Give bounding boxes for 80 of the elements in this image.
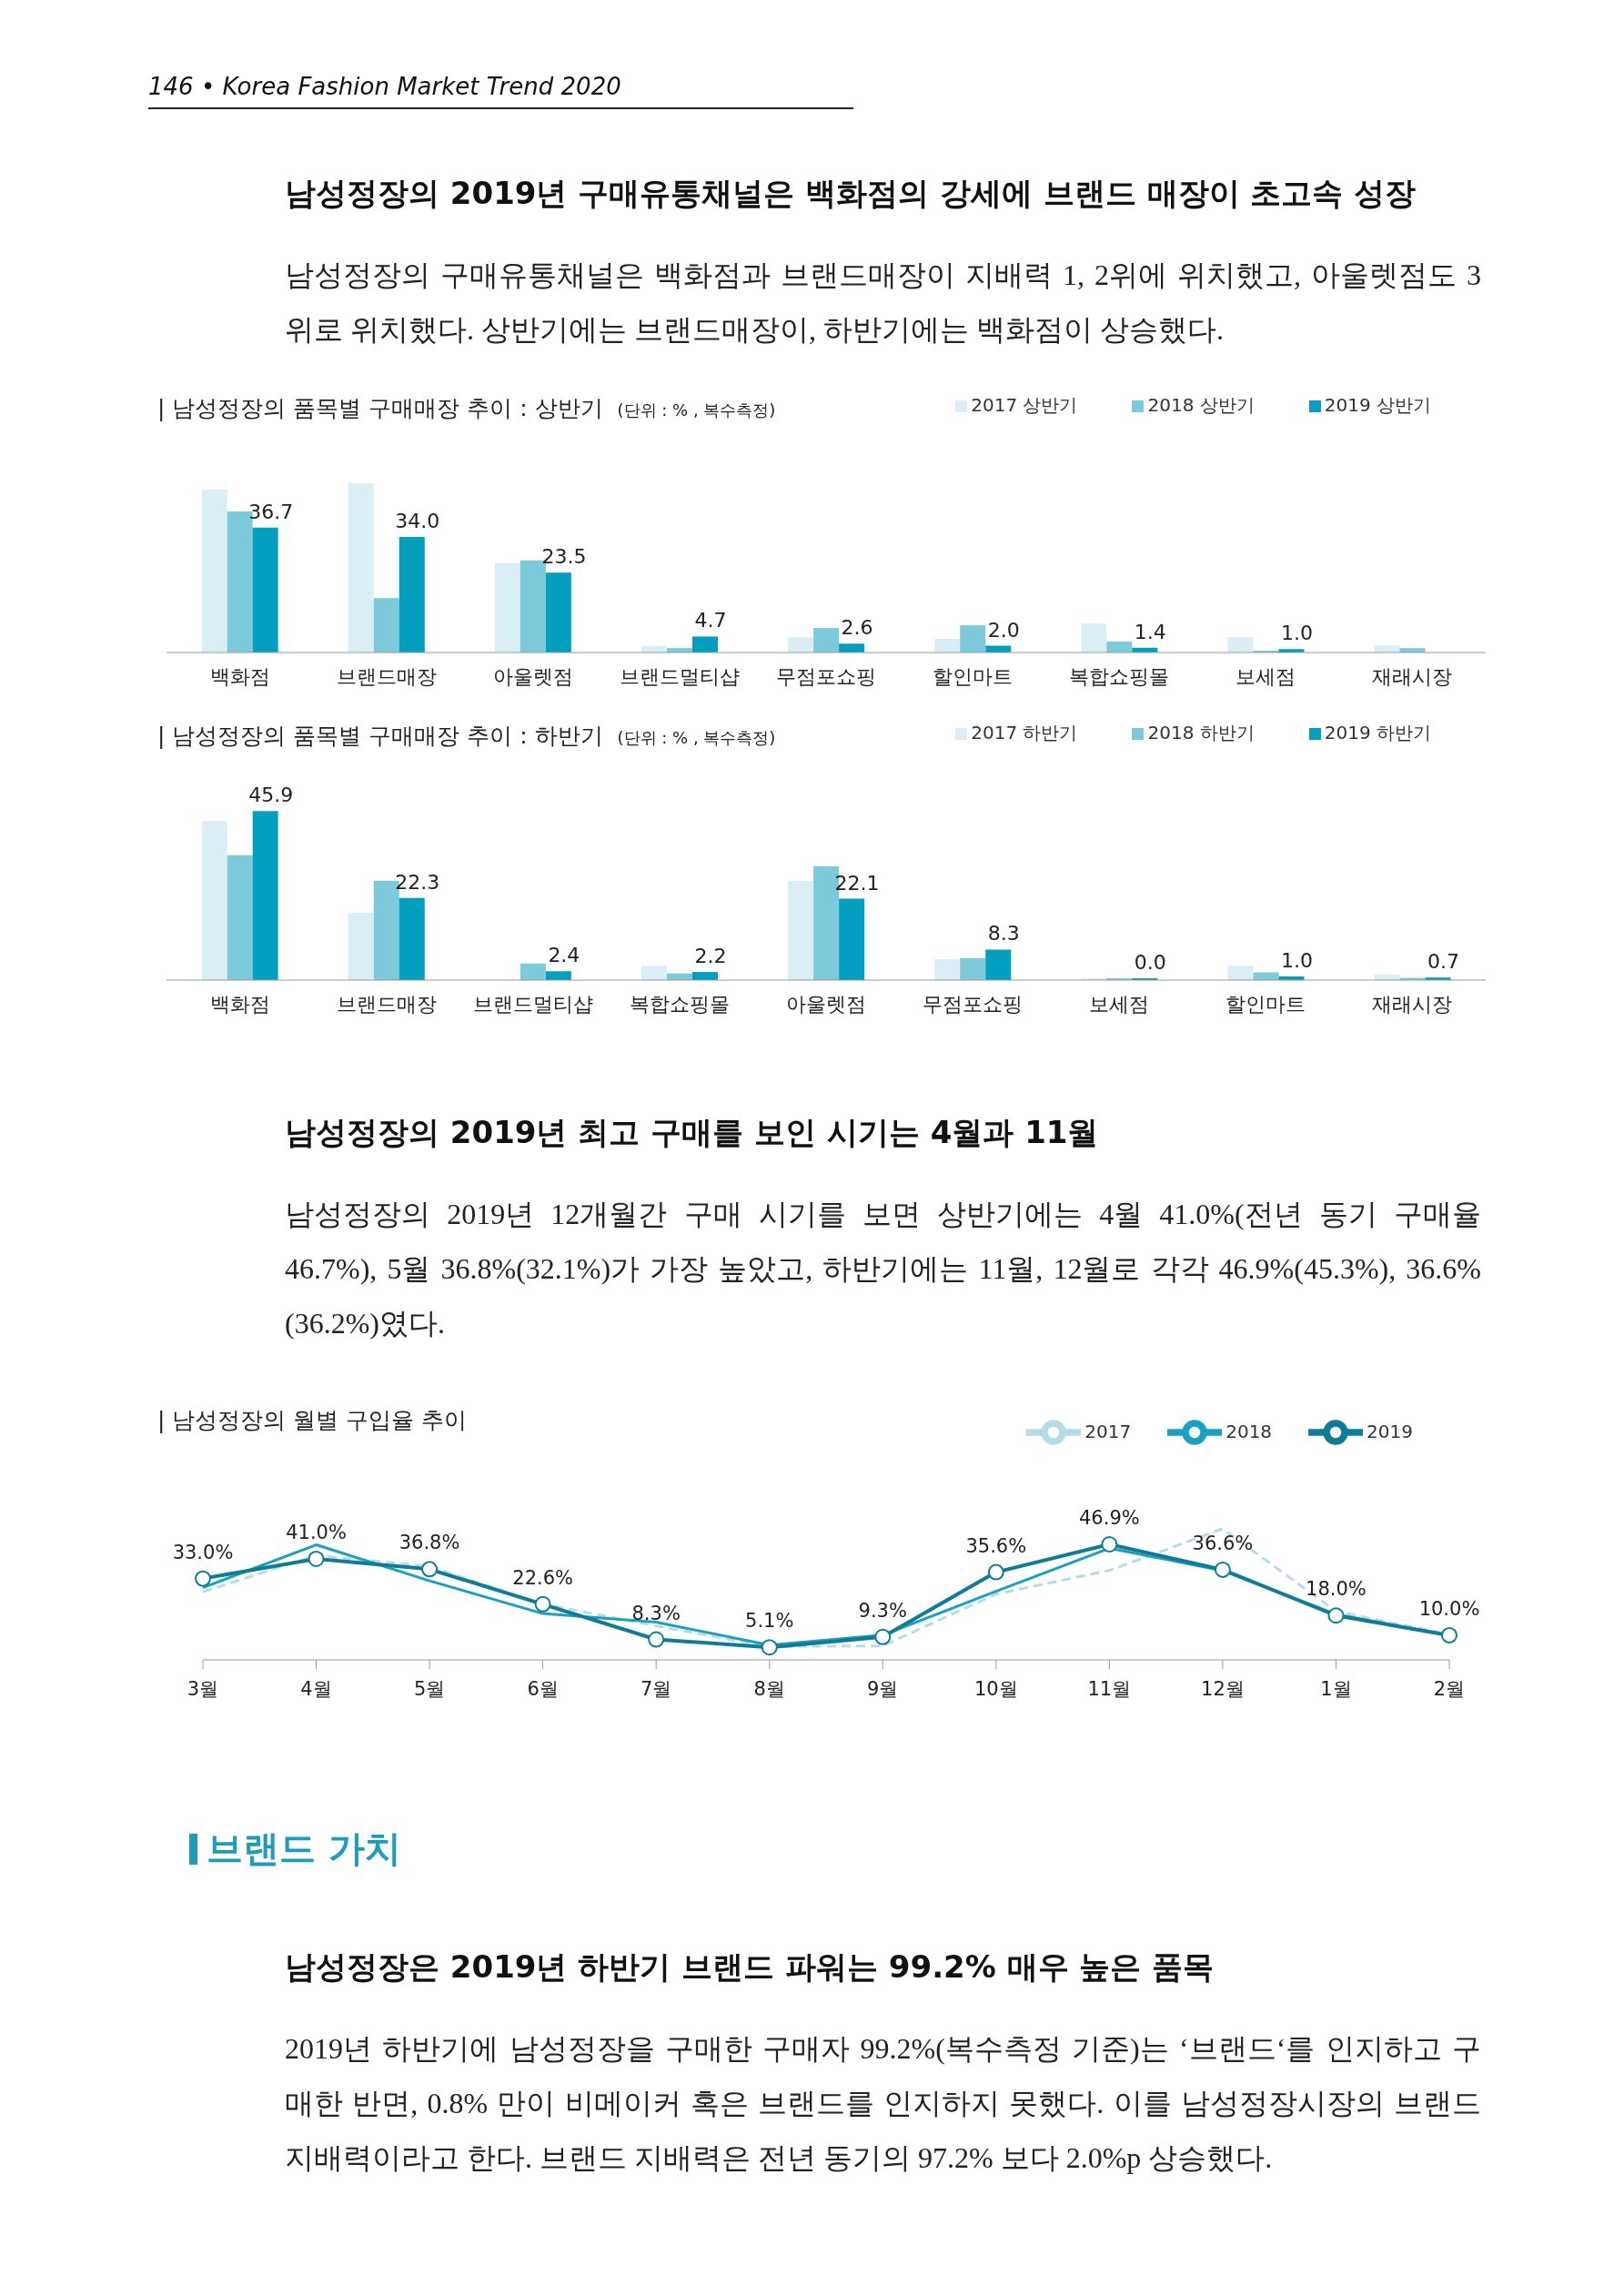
x-tick-label: 5월	[413, 1677, 446, 1700]
x-tick-label: 무점포쇼핑	[923, 992, 1024, 1016]
data-label: 46.9%	[1079, 1506, 1140, 1529]
x-tick-label: 재래시장	[1372, 992, 1453, 1016]
chart-title: | 남성정장의 품목별 구매매장 추이 : 상반기	[157, 395, 603, 421]
data-label: 23.5	[541, 545, 587, 569]
x-tick-label: 백화점	[209, 664, 270, 688]
x-tick-label: 브랜드멀티샵	[472, 992, 593, 1016]
x-tick-label: 1월	[1320, 1677, 1352, 1700]
x-tick-label: 7월	[640, 1677, 672, 1700]
data-label: 10.0%	[1418, 1597, 1480, 1620]
legend-label: 2017 상반기	[971, 394, 1078, 416]
chart-subtitle: (단위 : % , 복수측정)	[617, 400, 776, 420]
x-tick-label: 브랜드멀티샵	[619, 664, 740, 688]
text: 2019년 하반기에 남성정장을 구매한 구매자 99.2%(복수측정 기준)는 ‘브랜드‘를 인지하고 구매한 반면, 0.8% 만이 비메이커 혹은 브랜드를 인지하지 못했다. 이를 남성정장시장의 브랜드 지배력이라고 한다. 브랜드 지배력은 전년 동기의 97.2% 보다 2.0%p 상승했다.	[285, 2032, 1481, 2174]
legend-label: 2019 하반기	[1324, 722, 1431, 743]
legend-label: 2018	[1226, 1420, 1273, 1442]
x-tick-label: 9월	[867, 1677, 899, 1700]
data-label: 33.0%	[172, 1541, 234, 1563]
x-tick-label: 6월	[527, 1677, 559, 1700]
text: 146 • Korea Fashion Market Trend 2020	[148, 73, 621, 100]
data-label: 18.0%	[1306, 1578, 1367, 1601]
chart-title: | 남성정장의 품목별 구매매장 추이 : 하반기	[157, 723, 603, 749]
data-label: 35.6%	[965, 1534, 1027, 1557]
x-tick-label: 보세점	[1236, 664, 1296, 688]
x-tick-label: 할인마트	[1226, 992, 1306, 1016]
x-tick-label: 아울렛점	[786, 992, 866, 1016]
legend-label: 2017	[1084, 1420, 1132, 1442]
data-label: 36.8%	[398, 1532, 460, 1554]
data-label: 22.3	[395, 870, 440, 894]
legend-label: 2019	[1367, 1420, 1413, 1442]
x-tick-label: 브랜드매장	[336, 992, 437, 1016]
x-tick-label: 재래시장	[1372, 664, 1453, 688]
x-tick-label: 아울렛점	[492, 664, 573, 688]
x-tick-label: 복합쇼핑몰	[1069, 664, 1170, 688]
data-label: 41.0%	[286, 1521, 347, 1543]
data-label: 5.1%	[745, 1610, 794, 1633]
x-tick-label: 3월	[187, 1677, 219, 1700]
text: 브랜드 가치	[207, 1826, 401, 1871]
data-label: 0.0	[1134, 951, 1166, 974]
data-label: 2.6	[841, 616, 873, 640]
data-label: 45.9	[248, 784, 294, 807]
x-tick-label: 12월	[1201, 1677, 1245, 1700]
data-label: 34.0	[395, 509, 440, 532]
x-tick-label: 2월	[1433, 1677, 1466, 1700]
data-label: 2.0	[987, 618, 1020, 642]
data-label: 1.0	[1280, 622, 1313, 645]
data-label: 8.3%	[631, 1602, 681, 1624]
legend-label: 2018 하반기	[1147, 722, 1255, 743]
text: 남성정장은 2019년 하반기 브랜드 파워는 99.2% 매우 높은 품목	[285, 1948, 1215, 1985]
data-label: 0.7	[1427, 950, 1460, 974]
x-tick-label: 10월	[973, 1677, 1018, 1700]
x-tick-label: 백화점	[209, 992, 270, 1016]
data-label: 2.4	[548, 944, 580, 967]
data-label: 1.4	[1134, 620, 1166, 643]
data-label: 9.3%	[858, 1599, 907, 1622]
text: 남성정장의 구매유통채널은 백화점과 브랜드매장이 지배력 1, 2위에 위치했고, 아울렛점도 3위로 위치했다. 상반기에는 브랜드매장이, 하반기에는 백화점이 상승했다.	[285, 258, 1481, 346]
text: 남성정장의 2019년 12개월간 구매 시기를 보면 상반기에는 4월 41.0%(전년 동기 구매율 46.7%), 5월 36.8%(32.1%)가 가장 높았고, 하반기에는 11월, 12월로 각각 46.9%(45.3%), 36.6%(36.2%)였다.	[285, 1198, 1482, 1340]
x-tick-label: 복합쇼핑몰	[629, 992, 730, 1016]
legend-label: 2018 상반기	[1147, 394, 1255, 416]
x-tick-label: 무점포쇼핑	[776, 664, 876, 688]
data-label: 22.6%	[512, 1566, 573, 1589]
data-label: 2.2	[694, 945, 727, 968]
x-tick-label: 보세점	[1089, 992, 1150, 1016]
chart-title: | 남성정장의 월별 구입율 추이	[157, 1407, 468, 1433]
text: 남성정장의 2019년 구매유통채널은 백화점의 강세에 브랜드 매장이 초고속 성장	[285, 175, 1417, 211]
data-label: 1.0	[1280, 948, 1313, 972]
data-label: 8.3	[987, 922, 1020, 946]
x-tick-label: 11월	[1087, 1677, 1132, 1700]
legend-label: 2017 하반기	[971, 722, 1078, 743]
data-label: 36.7	[248, 500, 294, 523]
legend-label: 2019 상반기	[1324, 394, 1431, 416]
x-tick-label: 4월	[300, 1677, 332, 1700]
chart-subtitle: (단위 : % , 복수측정)	[617, 728, 776, 747]
x-tick-label: 브랜드매장	[336, 664, 437, 688]
data-label: 4.7	[694, 609, 727, 632]
text: 남성정장의 2019년 최고 구매를 보인 시기는 4월과 11월	[285, 1114, 1099, 1150]
data-label: 36.6%	[1192, 1532, 1254, 1554]
x-tick-label: 할인마트	[933, 664, 1014, 688]
x-tick-label: 8월	[753, 1677, 785, 1700]
